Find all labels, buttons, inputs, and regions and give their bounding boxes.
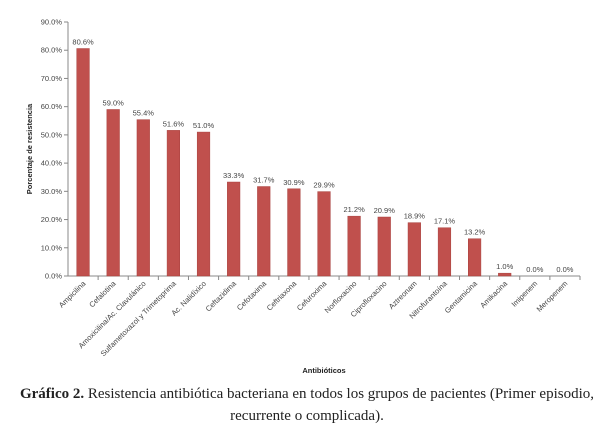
y-tick-label: 10.0%	[41, 243, 63, 252]
x-tick-label: Gentamicina	[443, 278, 480, 315]
bar	[407, 222, 421, 277]
x-tick-label: Ampicilina	[57, 278, 88, 309]
y-tick-label: 80.0%	[41, 46, 63, 55]
bar	[76, 48, 90, 277]
data-label: 31.7%	[253, 176, 275, 185]
x-tick-label: Meropenem	[535, 279, 570, 314]
chart-area: 0.0% 10.0% 20.0% 30.0% 40.0% 50.0% 60.0% 70.0% 8…	[25, 18, 581, 375]
x-tick-label: Cefalotina	[87, 278, 118, 309]
bar	[347, 215, 361, 277]
data-label: 17.1%	[434, 217, 456, 226]
data-label: 55.4%	[133, 109, 155, 118]
caption-text: Resistencia antibiótica bacteriana en to…	[87, 386, 594, 424]
bar	[196, 131, 211, 277]
data-label: 18.9%	[404, 212, 426, 221]
data-label: 0.0%	[526, 265, 543, 274]
y-axis-title: Porcentaje de resistencia	[25, 103, 34, 194]
data-label: 21.2%	[343, 205, 365, 214]
x-tick-label: Amikacina	[478, 278, 509, 309]
bar	[287, 188, 301, 277]
data-label: 30.9%	[283, 178, 305, 187]
figure-caption: Gráfico 2. Resistencia antibiótica bacte…	[10, 383, 604, 427]
y-tick-label: 90.0%	[41, 18, 63, 27]
y-tick-label: 0.0%	[45, 272, 62, 281]
bar	[106, 109, 120, 277]
data-label: 80.6%	[72, 38, 94, 47]
bar	[257, 186, 271, 277]
y-tick-label: 20.0%	[41, 215, 63, 224]
bar-chart: 0.0% 10.0% 20.0% 30.0% 40.0% 50.0% 60.0% 70.0% 8…	[25, 18, 581, 375]
y-tick-label: 30.0%	[41, 187, 63, 196]
caption-label: Gráfico 2.	[19, 386, 85, 402]
data-label: 13.2%	[464, 228, 486, 237]
x-tick-label: Imipenem	[510, 279, 540, 309]
y-tick-label: 70.0%	[41, 74, 63, 83]
bar	[166, 130, 180, 277]
bar	[437, 227, 452, 277]
data-label: 51.0%	[193, 121, 215, 130]
bar	[317, 191, 331, 277]
x-tick-label: Ceftriaxona	[265, 278, 299, 312]
x-tick-label: Cefotaxima	[235, 278, 269, 312]
x-tick-label: Ceftazidima	[204, 278, 239, 313]
data-label: 20.9%	[374, 206, 396, 215]
y-tick-label: 60.0%	[41, 102, 63, 111]
bar	[227, 181, 241, 277]
bar	[377, 216, 391, 277]
data-label: 59.0%	[103, 98, 125, 107]
y-tick-label: 40.0%	[41, 159, 63, 168]
data-label: 29.9%	[313, 181, 335, 190]
x-axis-title: Antibióticos	[302, 366, 345, 375]
y-tick-label: 50.0%	[41, 130, 63, 139]
data-label: 51.6%	[163, 119, 185, 128]
data-label: 33.3%	[223, 171, 245, 180]
data-label: 1.0%	[496, 262, 513, 271]
bar	[468, 238, 482, 277]
data-label: 0.0%	[556, 265, 573, 274]
bar	[136, 119, 150, 277]
bar	[498, 272, 512, 277]
